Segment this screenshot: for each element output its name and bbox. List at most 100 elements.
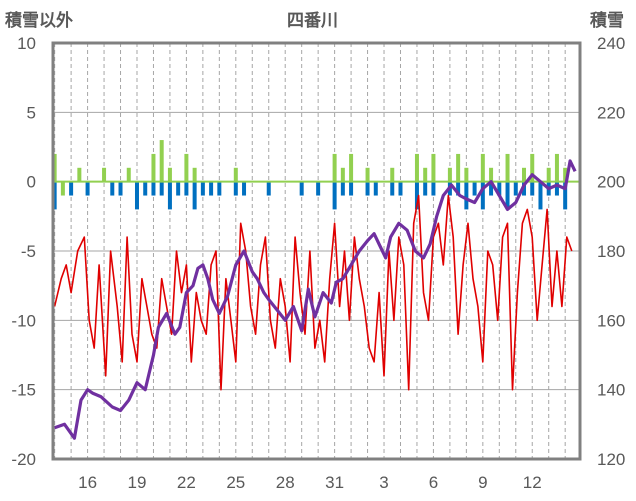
- green-bar: [447, 167, 452, 182]
- blue-bar: [316, 181, 321, 196]
- blue-bar: [332, 181, 337, 210]
- right-tick-label: 200: [597, 173, 625, 192]
- blue-bar: [563, 181, 568, 210]
- blue-bar: [505, 181, 510, 210]
- blue-bar: [431, 181, 436, 196]
- blue-bar: [414, 181, 419, 210]
- snow-depth-line: [54, 159, 577, 440]
- blue-bar: [217, 181, 222, 196]
- right-tick-label: 120: [597, 450, 625, 469]
- blue-bar: [497, 181, 502, 196]
- left-tick-label: -10: [11, 311, 36, 330]
- green-bar: [390, 167, 395, 182]
- blue-bar: [266, 181, 271, 196]
- blue-bar: [464, 181, 469, 210]
- blue-bar: [398, 181, 403, 196]
- blue-bar: [118, 181, 123, 196]
- green-bar: [489, 167, 494, 182]
- green-bar: [192, 167, 197, 182]
- left-tick-label: -15: [11, 381, 36, 400]
- blue-bar: [233, 181, 238, 196]
- x-tick-label: 31: [325, 473, 344, 492]
- blue-bar: [242, 181, 247, 196]
- x-tick-label: 16: [78, 473, 97, 492]
- green-bar: [340, 167, 345, 182]
- left-tick-label: -5: [21, 242, 36, 261]
- blue-bar: [167, 181, 172, 210]
- x-tick-label: 9: [478, 473, 487, 492]
- right-tick-label: 220: [597, 103, 625, 122]
- blue-bar: [110, 181, 115, 196]
- blue-bar: [480, 181, 485, 210]
- temperature-line: [53, 194, 573, 391]
- blue-bar: [472, 181, 477, 196]
- blue-bar: [530, 181, 535, 196]
- green-bar: [151, 153, 156, 182]
- green-bar: [102, 167, 107, 182]
- blue-bar: [69, 181, 74, 196]
- green-bar: [456, 153, 461, 182]
- green-bar: [365, 167, 370, 182]
- blue-bar: [184, 181, 189, 196]
- green-bar: [77, 167, 82, 182]
- plot-frame: [51, 41, 582, 461]
- left-tick-label: -20: [11, 450, 36, 469]
- left-tick-label: 5: [27, 103, 36, 122]
- green-bar: [423, 167, 428, 182]
- blue-bar: [134, 181, 139, 210]
- green-bar: [522, 167, 527, 182]
- blue-bar: [209, 181, 214, 196]
- blue-bar: [200, 181, 205, 196]
- blue-bar: [349, 181, 354, 196]
- green-bar: [167, 167, 172, 182]
- blue-bar: [513, 181, 518, 196]
- left-tick-label: 10: [17, 34, 36, 53]
- right-tick-label: 180: [597, 242, 625, 261]
- green-bar: [554, 153, 559, 182]
- x-tick-label: 6: [429, 473, 438, 492]
- x-tick-label: 19: [128, 473, 147, 492]
- green-bar: [332, 153, 337, 182]
- green-bar: [563, 167, 568, 182]
- x-tick-label: 3: [379, 473, 388, 492]
- blue-bar: [456, 181, 461, 196]
- green-bar: [431, 153, 436, 182]
- blue-bar: [192, 181, 197, 210]
- blue-bar: [340, 181, 345, 196]
- blue-bar: [423, 181, 428, 196]
- green-bar: [414, 153, 419, 182]
- green-bar: [546, 167, 551, 182]
- x-tick-label: 12: [523, 473, 542, 492]
- x-tick-label: 22: [177, 473, 196, 492]
- blue-bar: [85, 181, 90, 196]
- blue-bar: [390, 181, 395, 196]
- green-bar: [52, 153, 57, 182]
- green-bar: [126, 167, 131, 182]
- x-tick-label: 28: [276, 473, 295, 492]
- blue-bar: [299, 181, 304, 196]
- green-bar: [464, 167, 469, 182]
- x-tick-label: 25: [226, 473, 245, 492]
- blue-bar: [554, 181, 559, 196]
- blue-bar: [151, 181, 156, 196]
- left-tick-label: 0: [27, 173, 36, 192]
- right-axis-title: 積雪: [590, 11, 624, 30]
- blue-bar: [538, 181, 543, 210]
- right-tick-label: 160: [597, 311, 625, 330]
- right-tick-label: 240: [597, 34, 625, 53]
- blue-bar: [143, 181, 148, 196]
- green-bar: [184, 153, 189, 182]
- blue-bar: [52, 181, 57, 210]
- green-bar: [60, 181, 65, 196]
- blue-bar: [365, 181, 370, 196]
- green-bar: [530, 153, 535, 182]
- green-bar: [233, 167, 238, 182]
- green-bar: [505, 153, 510, 182]
- green-bar: [480, 153, 485, 182]
- blue-bar: [176, 181, 181, 196]
- green-bar: [349, 153, 354, 182]
- blue-bar: [159, 181, 164, 196]
- blue-bar: [489, 181, 494, 196]
- blue-bar: [373, 181, 378, 196]
